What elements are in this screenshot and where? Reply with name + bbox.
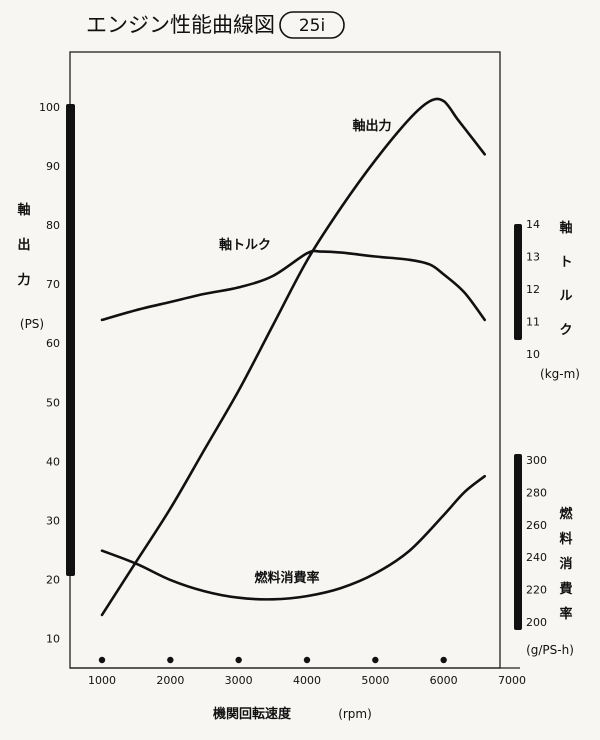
- fuel-axis-bar: [514, 454, 522, 630]
- title-badge: 25i: [299, 16, 325, 36]
- torque-tick-label: 12: [526, 283, 540, 296]
- power-series-label: 軸出力: [352, 118, 391, 134]
- power-tick-label: 70: [46, 278, 60, 291]
- chart-title: エンジン性能曲線図: [86, 13, 275, 37]
- x-axis-label: 機関回転速度: [213, 706, 292, 722]
- torque-axis-label: 軸: [559, 220, 572, 236]
- torque-curve: [100, 249, 486, 322]
- fuel-tick-label: 240: [526, 551, 547, 564]
- rpm-marker-dot: [303, 656, 311, 664]
- x-tick-label: 5000: [361, 674, 389, 687]
- power-tick-label: 20: [46, 573, 60, 586]
- power-tick-label: 60: [46, 337, 60, 350]
- power-tick-label: 50: [46, 396, 60, 409]
- torque-axis-label: ト: [559, 255, 572, 270]
- torque-series-label: 軸トルク: [219, 237, 271, 253]
- fuel-tick-label: 300: [526, 454, 547, 467]
- power-axis-unit: (PS): [20, 317, 44, 331]
- torque-axis-bar: [514, 224, 522, 340]
- x-tick-label: 2000: [156, 674, 184, 687]
- x-tick-label: 3000: [225, 674, 253, 687]
- torque-tick-label: 10: [526, 348, 540, 361]
- power-axis-label: 力: [17, 272, 30, 288]
- power-tick-label: 40: [46, 455, 60, 468]
- power-tick-label: 30: [46, 514, 60, 527]
- x-axis-unit: (rpm): [338, 707, 372, 721]
- fuel-consumption-curve: [100, 474, 486, 601]
- power-axis-label: 軸: [17, 202, 30, 218]
- x-tick-label: 6000: [430, 674, 458, 687]
- title-badge-outline: [279, 11, 345, 39]
- fuel-axis-label: 率: [559, 606, 572, 622]
- fuel-tick-label: 200: [526, 616, 547, 629]
- rpm-marker-dot: [440, 656, 447, 664]
- torque-tick-label: 11: [526, 316, 540, 329]
- fuel-axis-label: 燃: [559, 506, 573, 522]
- power-axis-label: 出: [17, 237, 30, 253]
- power-axis-bar: [66, 104, 75, 576]
- torque-axis-label: ル: [559, 289, 572, 304]
- power-tick-label: 100: [39, 101, 60, 114]
- power-tick-label: 80: [46, 219, 60, 232]
- torque-axis-label: ク: [559, 323, 572, 338]
- power-curve: [100, 97, 486, 617]
- x-tick-label: 7000: [498, 674, 526, 687]
- power-tick-label: 90: [46, 160, 60, 173]
- fuel-tick-label: 220: [526, 584, 547, 597]
- fuel-tick-label: 280: [526, 486, 547, 499]
- torque-tick-label: 14: [526, 218, 540, 231]
- x-tick-label: 4000: [293, 674, 321, 687]
- power-tick-label: 10: [46, 632, 60, 645]
- fuel-axis-label: 消: [559, 556, 572, 572]
- x-tick-label: 1000: [88, 674, 116, 687]
- rpm-marker-dot: [235, 656, 242, 664]
- fuel-axis-unit: (g/PS-h): [526, 643, 574, 657]
- fuel-axis-label: 料: [559, 531, 572, 547]
- rpm-marker-dot: [98, 656, 106, 664]
- fuel-axis-label: 費: [559, 581, 572, 597]
- rpm-marker-dot: [167, 656, 174, 664]
- fuel-series-label: 燃料消費率: [254, 570, 319, 586]
- torque-axis-unit: (kg-m): [540, 367, 580, 381]
- torque-tick-label: 13: [526, 251, 540, 264]
- rpm-marker-dot: [372, 656, 379, 664]
- fuel-tick-label: 260: [526, 519, 547, 532]
